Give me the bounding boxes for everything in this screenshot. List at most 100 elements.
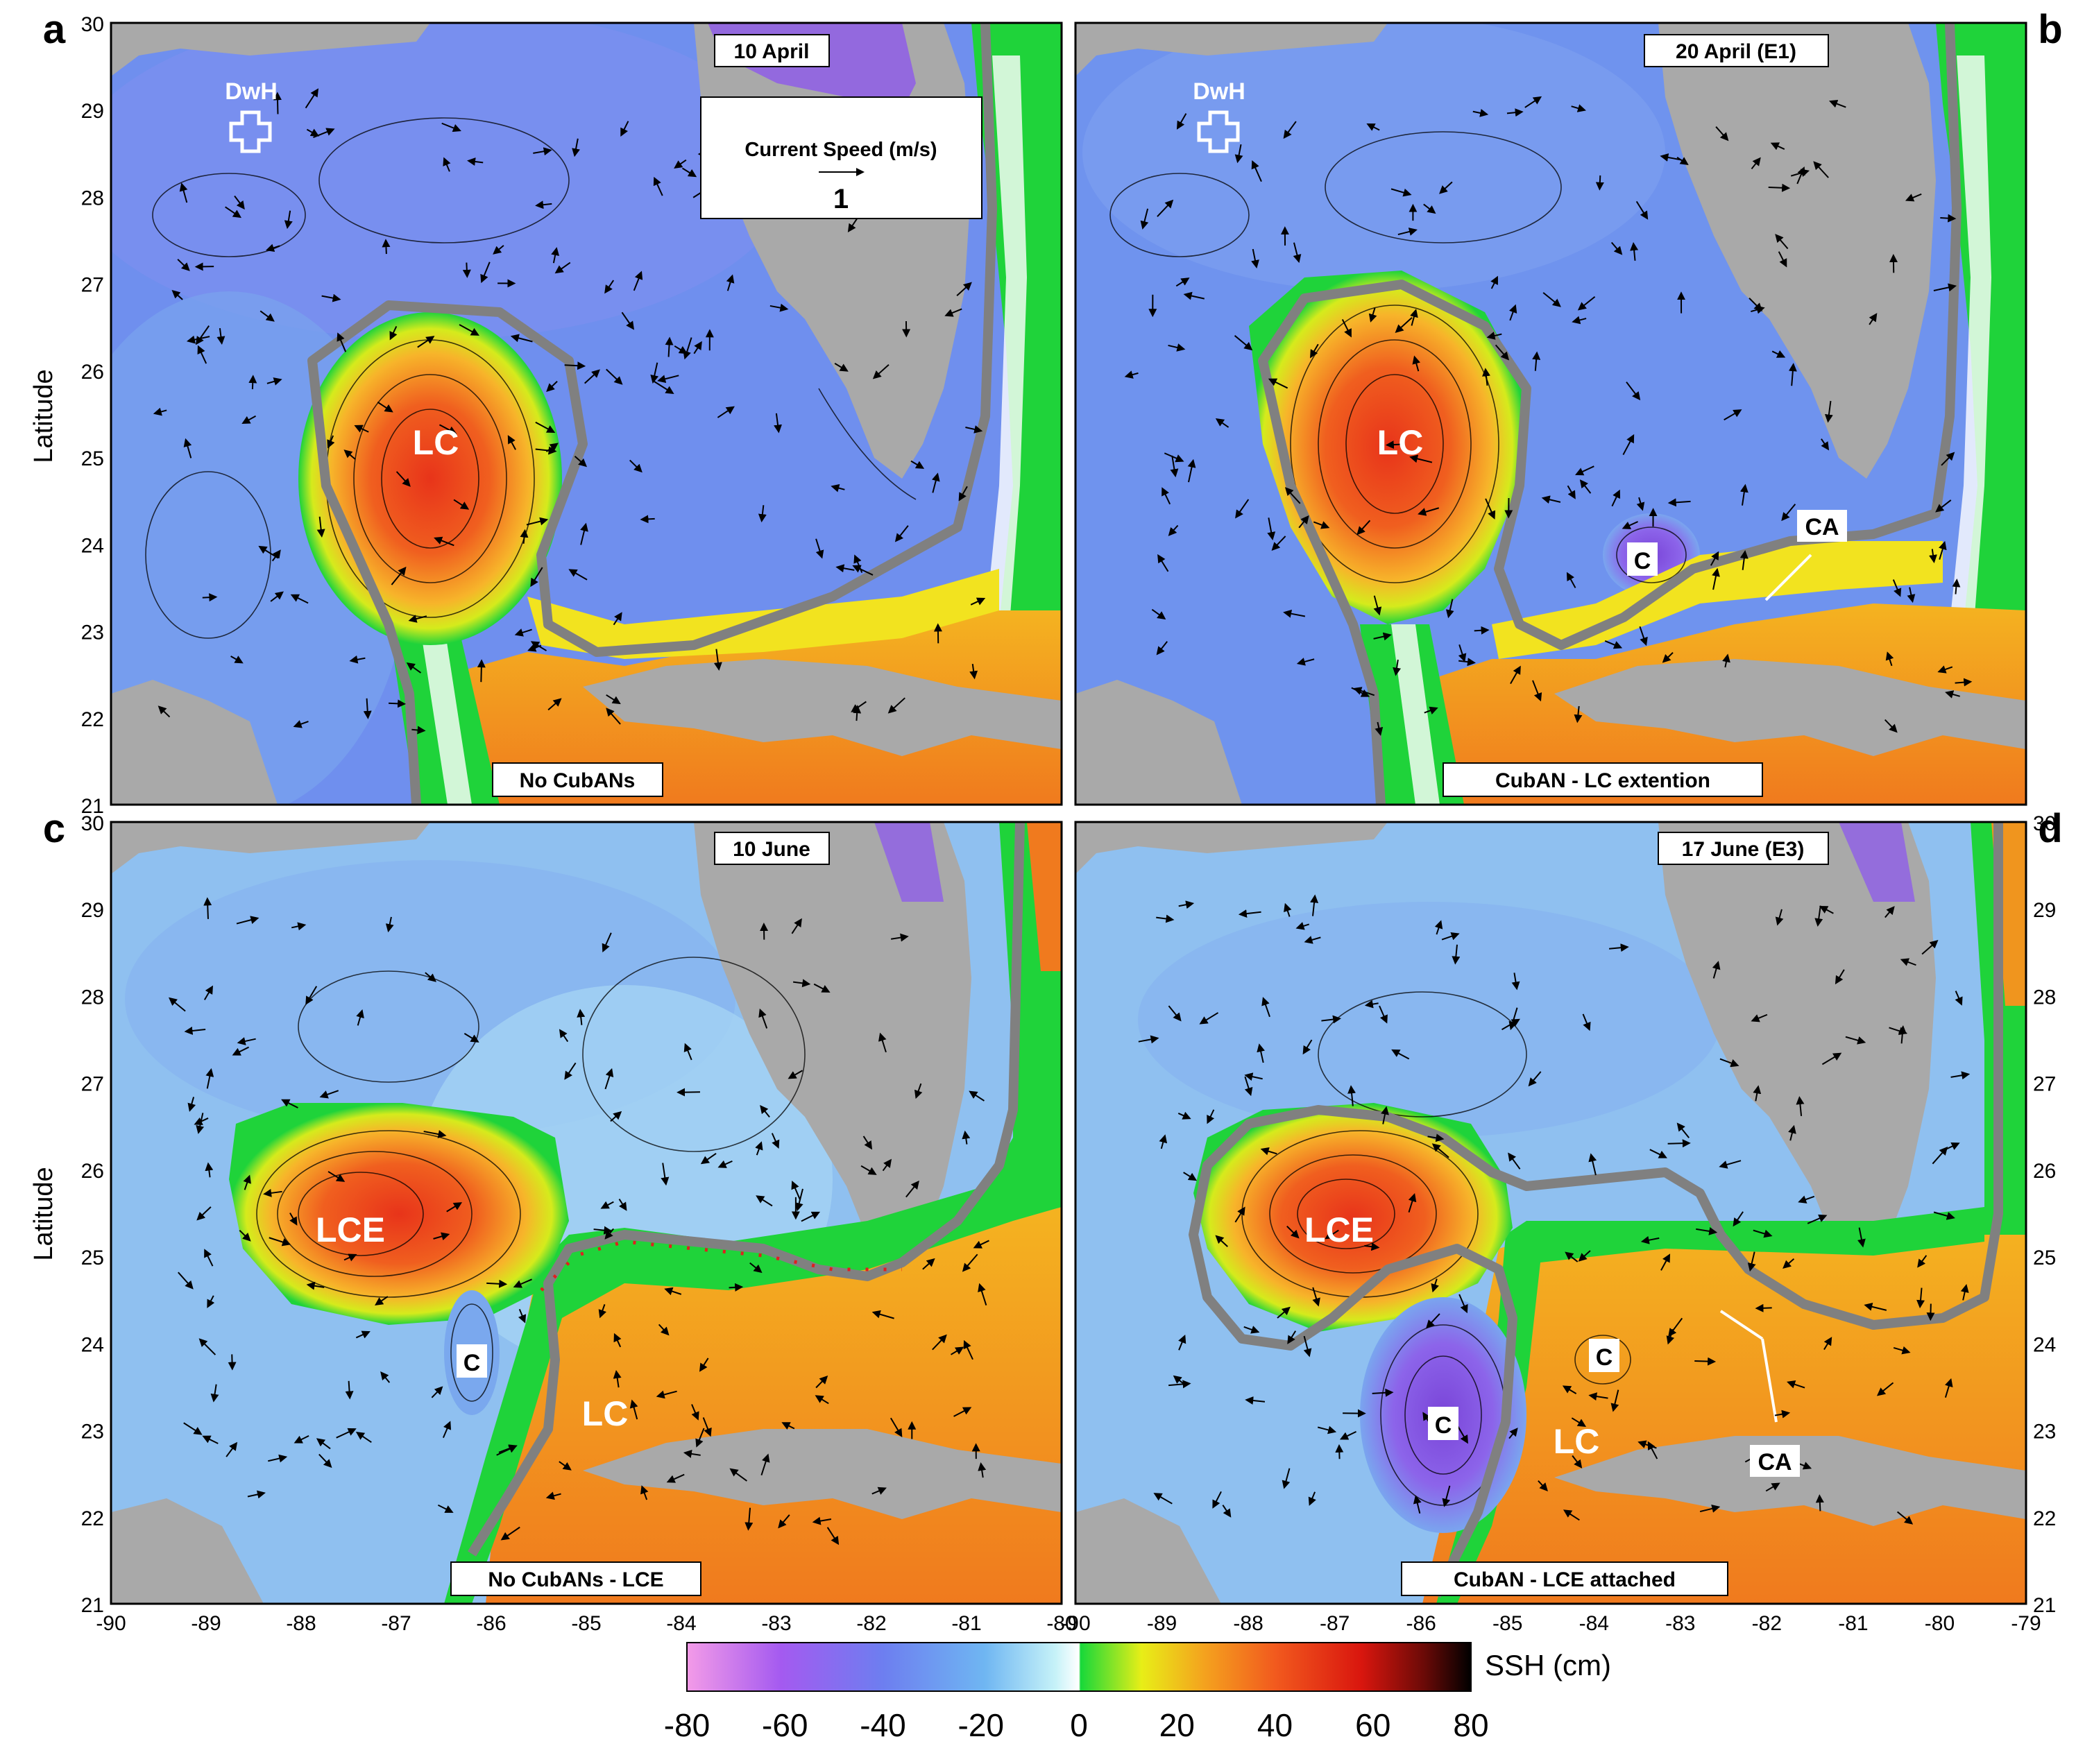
current-vector-arrow bbox=[745, 1507, 754, 1531]
current-vector-arrow bbox=[266, 377, 282, 386]
panel-a: Current Speed (m/s) 1 10 April No CubANs… bbox=[43, 7, 1063, 806]
lc-front-line bbox=[1258, 23, 1962, 805]
current-vector-arrow bbox=[693, 341, 702, 354]
current-vector-arrow bbox=[835, 564, 855, 573]
longitude-tick-label: -84 bbox=[1579, 1612, 1609, 1635]
c-label-box bbox=[457, 1344, 487, 1378]
current-vector-arrow bbox=[1952, 579, 1961, 594]
current-vector-arrow bbox=[717, 406, 735, 418]
current-vector-arrow bbox=[203, 985, 214, 1000]
current-vector-arrow bbox=[1339, 1430, 1357, 1440]
current-vector-arrow bbox=[230, 656, 244, 664]
current-vector-arrow bbox=[1238, 909, 1261, 918]
current-vector-arrow bbox=[1796, 166, 1805, 185]
current-vector-arrow bbox=[439, 424, 457, 434]
current-vector-arrow bbox=[598, 1304, 606, 1319]
current-vector-arrow bbox=[260, 310, 275, 322]
current-vector-arrow bbox=[1426, 1313, 1440, 1329]
current-vector-arrow bbox=[225, 206, 242, 219]
lc-label: LC bbox=[413, 423, 459, 462]
current-vector-arrow bbox=[1699, 1505, 1721, 1513]
latitude-tick-label: 22 bbox=[81, 708, 104, 731]
current-vector-arrow bbox=[1441, 932, 1460, 941]
current-vector-arrow bbox=[905, 1180, 919, 1198]
longitude-tick-label: -88 bbox=[1233, 1612, 1263, 1635]
current-vector-arrow bbox=[513, 1278, 532, 1288]
current-vector-arrow bbox=[1366, 123, 1380, 131]
latitude-tick-label: 29 bbox=[81, 100, 104, 123]
current-vector-arrow bbox=[962, 1130, 971, 1145]
current-vector-arrow bbox=[713, 649, 722, 671]
current-vector-arrow bbox=[1626, 382, 1641, 401]
current-vector-arrow bbox=[1199, 1012, 1219, 1025]
current-vector-arrow bbox=[243, 1174, 251, 1190]
current-vector-arrow bbox=[343, 449, 356, 460]
panel-d-letter: d bbox=[2038, 806, 2062, 851]
current-vector-arrow bbox=[1649, 1149, 1667, 1158]
latitude-tick-label: 22 bbox=[2033, 1507, 2056, 1530]
current-vector-arrow bbox=[1303, 1335, 1312, 1358]
current-vector-arrow bbox=[1884, 719, 1898, 733]
current-vector-arrow bbox=[1156, 914, 1175, 923]
current-vector-arrow bbox=[433, 1232, 450, 1241]
gulf-stream-warm bbox=[1027, 822, 1062, 971]
current-vector-arrow bbox=[1828, 99, 1846, 108]
panel-c-date-box bbox=[714, 832, 830, 865]
current-vector-arrow bbox=[760, 1104, 770, 1118]
current-vector-arrow bbox=[1814, 905, 1823, 927]
current-vector-arrow bbox=[1215, 1235, 1228, 1247]
current-vector-arrow bbox=[973, 1240, 989, 1249]
dwh-label: DwH bbox=[1193, 78, 1245, 105]
current-vector-arrow bbox=[674, 159, 687, 169]
latitude-tick-label: 24 bbox=[81, 534, 104, 557]
current-vector-arrow bbox=[1183, 1172, 1198, 1181]
lc-label: LC bbox=[1554, 1422, 1600, 1461]
current-vector-arrow bbox=[354, 425, 369, 433]
current-vector-arrow bbox=[1215, 418, 1230, 428]
longitude-tick-label: -84 bbox=[666, 1612, 696, 1635]
panel-b: 20 April (E1) CubAN - LC extention LC Dw… bbox=[1074, 7, 2063, 806]
current-vector-arrow bbox=[1796, 1096, 1805, 1116]
current-vector-arrow bbox=[1798, 1195, 1815, 1204]
current-vector-arrow bbox=[653, 176, 663, 196]
current-vector-arrow bbox=[530, 567, 543, 588]
current-vectors bbox=[168, 897, 989, 1545]
ssh-colorbar bbox=[686, 1642, 1472, 1692]
current-vector-arrow bbox=[1177, 1111, 1191, 1120]
current-vector-arrow bbox=[270, 591, 284, 602]
current-vector-arrow bbox=[423, 1130, 447, 1138]
current-vector-arrow bbox=[584, 369, 600, 384]
current-vector-arrow bbox=[1295, 922, 1310, 930]
current-vector-arrow bbox=[1157, 554, 1169, 572]
colorbar-tick-label: -80 bbox=[664, 1707, 710, 1743]
current-vector-arrow bbox=[184, 1027, 206, 1035]
current-vector-arrow bbox=[559, 1461, 572, 1471]
current-vector-arrow bbox=[674, 345, 688, 354]
current-vector-arrow bbox=[1893, 1346, 1911, 1355]
current-vector-arrow bbox=[1637, 1440, 1657, 1449]
panel-d-frame bbox=[1074, 821, 2027, 1605]
longitude-tick-label: -90 bbox=[96, 1612, 126, 1635]
current-vector-arrow bbox=[178, 1271, 194, 1290]
current-vector-arrow bbox=[1268, 378, 1288, 389]
current-vector-arrow bbox=[1588, 1153, 1597, 1176]
current-vector-arrow bbox=[389, 325, 398, 341]
current-vector-arrow bbox=[1943, 1142, 1960, 1151]
current-vector-arrow bbox=[1482, 368, 1490, 386]
current-vector-arrow bbox=[658, 1324, 670, 1336]
loop-current-eddy bbox=[229, 1103, 569, 1325]
current-vector-arrow bbox=[755, 1141, 763, 1156]
current-vector-arrow bbox=[956, 282, 972, 296]
florida-low-ssh bbox=[1839, 822, 1915, 902]
current-vector-arrow bbox=[629, 1399, 638, 1420]
current-vector-arrow bbox=[258, 545, 279, 559]
current-vector-arrow bbox=[969, 1090, 985, 1102]
current-vector-arrow bbox=[375, 1296, 389, 1306]
current-vector-arrow bbox=[197, 345, 207, 364]
current-vector-arrow bbox=[321, 293, 341, 302]
current-vector-arrow bbox=[1234, 335, 1253, 351]
current-vector-arrow bbox=[699, 1358, 709, 1372]
current-vector-arrow bbox=[853, 554, 863, 573]
current-vector-arrow bbox=[572, 138, 580, 157]
current-vector-arrow bbox=[1176, 113, 1187, 130]
